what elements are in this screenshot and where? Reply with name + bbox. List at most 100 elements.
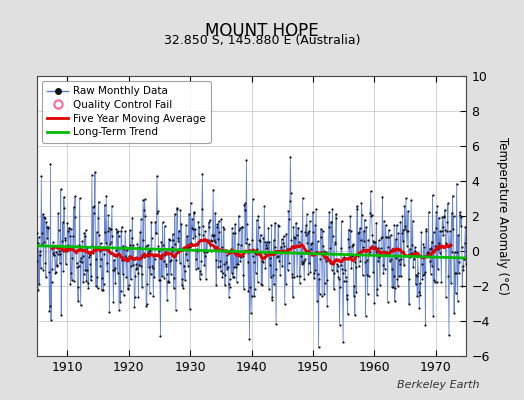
Point [178,276,187,282]
Point [437,278,445,285]
Point [247,310,255,316]
Point [249,252,257,259]
Point [274,253,282,259]
Point [169,237,178,244]
Point [404,208,412,214]
Point [356,225,364,231]
Point [370,300,378,306]
Point [413,252,422,258]
Point [312,248,321,255]
Point [319,242,328,249]
Point [106,226,115,233]
Point [67,270,75,276]
Point [363,272,371,278]
Point [398,230,406,236]
Point [181,276,189,283]
Point [325,245,334,251]
Point [395,273,403,280]
Point [350,283,358,289]
Point [460,256,468,262]
Point [208,231,216,238]
Point [109,298,117,305]
Point [150,274,159,281]
Point [179,245,188,252]
Point [390,222,398,228]
Point [184,242,193,248]
Point [66,281,74,287]
Point [172,307,180,313]
Point [119,292,128,298]
Point [369,268,377,275]
Point [444,200,452,207]
Point [424,208,433,215]
Point [298,258,306,265]
Point [264,225,272,231]
Point [245,335,254,342]
Point [340,254,348,260]
Point [248,236,256,243]
Point [187,200,195,206]
Point [168,248,176,255]
Point [422,226,431,232]
Point [185,306,194,312]
Point [223,252,232,258]
Point [210,231,219,238]
Point [214,264,223,270]
Point [215,228,223,235]
Point [259,250,268,256]
Point [212,282,221,288]
Point [194,231,203,237]
Point [105,224,113,231]
Point [217,244,226,251]
Point [383,234,391,240]
Point [134,270,142,276]
Point [253,246,261,252]
Point [380,265,389,272]
Point [149,293,158,299]
Point [362,224,370,230]
Point [425,246,434,252]
Point [446,242,455,248]
Point [430,279,439,286]
Point [51,268,60,275]
Point [352,264,360,270]
Point [59,268,68,274]
Point [237,254,245,260]
Point [376,282,384,289]
Point [118,256,126,263]
Point [141,212,149,219]
Point [97,256,105,262]
Point [360,238,368,244]
Point [407,250,415,256]
Point [405,276,413,282]
Point [341,267,349,273]
Point [420,244,429,250]
Point [401,223,410,229]
Point [172,204,181,211]
Point [344,226,353,233]
Point [344,236,353,242]
Point [353,206,362,212]
Point [177,247,185,254]
Point [451,249,459,256]
Point [219,224,227,230]
Point [74,262,83,269]
Point [443,219,452,225]
Point [412,273,421,280]
Point [396,260,404,267]
Point [392,222,401,228]
Point [377,235,386,242]
Point [311,266,320,273]
Point [332,215,341,222]
Point [255,237,264,244]
Point [231,221,239,228]
Point [280,301,289,308]
Point [292,220,300,226]
Point [270,281,278,287]
Point [42,274,50,280]
Point [74,298,82,304]
Point [238,253,247,259]
Point [417,254,425,260]
Point [410,248,419,254]
Point [58,238,67,244]
